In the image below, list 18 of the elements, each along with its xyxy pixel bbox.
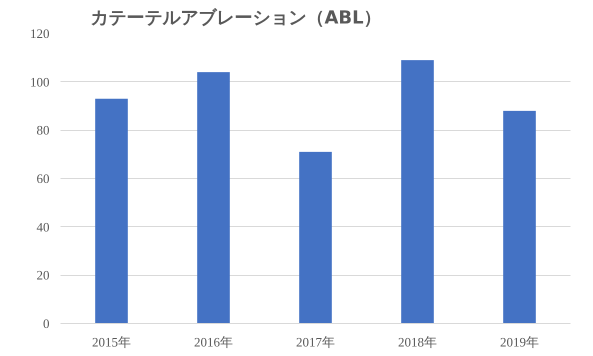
- y-tick-label: 120: [30, 26, 50, 41]
- bar: [401, 60, 434, 324]
- x-tick-label: 2019年: [500, 334, 539, 350]
- bar: [197, 72, 230, 324]
- bar: [299, 152, 332, 324]
- y-tick-label: 0: [43, 316, 50, 331]
- y-tick-label: 40: [36, 219, 50, 234]
- x-tick-label: 2016年: [194, 334, 233, 350]
- x-tick-label: 2017年: [296, 334, 335, 350]
- bar: [95, 98, 128, 324]
- y-tick-label: 60: [36, 171, 50, 186]
- y-tick-label: 80: [36, 122, 50, 138]
- bar: [503, 110, 536, 324]
- y-tick-label: 100: [30, 74, 50, 90]
- y-tick-label: 20: [36, 268, 50, 283]
- chart-title: カテーテルアブレーション（ABL）: [90, 8, 382, 28]
- x-tick-label: 2015年: [92, 334, 131, 350]
- x-tick-label: 2018年: [398, 334, 437, 350]
